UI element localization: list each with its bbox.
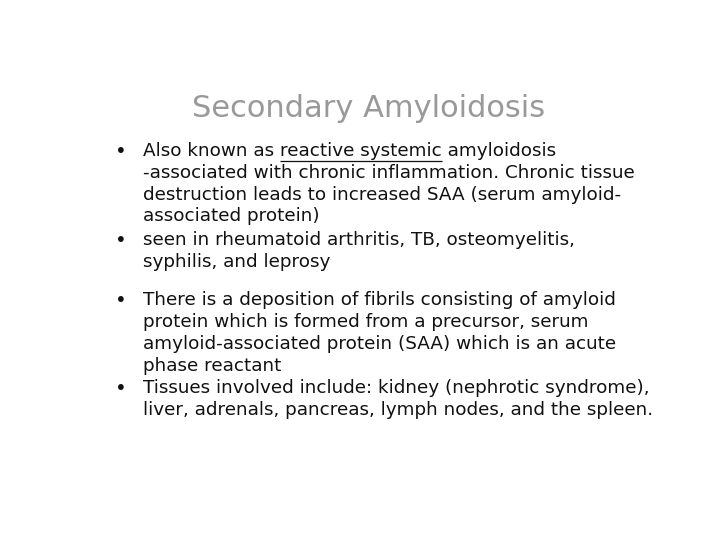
Text: Also known as reactive systemic: Also known as reactive systemic [143,141,442,160]
Text: Also known as: Also known as [143,141,280,160]
Text: •: • [114,292,127,310]
Text: Also known as reactive systemic amyloidosis
-associated with chronic inflammatio: Also known as reactive systemic amyloido… [143,141,635,226]
Text: Secondary Amyloidosis: Secondary Amyloidosis [192,94,546,123]
Text: •: • [114,141,127,161]
Text: •: • [114,379,127,398]
Text: seen in rheumatoid arthritis, TB, osteomyelitis,
syphilis, and leprosy: seen in rheumatoid arthritis, TB, osteom… [143,231,575,271]
Text: There is a deposition of fibrils consisting of amyloid
protein which is formed f: There is a deposition of fibrils consist… [143,292,616,375]
Text: •: • [114,231,127,250]
Text: Tissues involved include: kidney (nephrotic syndrome),
liver, adrenals, pancreas: Tissues involved include: kidney (nephro… [143,379,653,418]
